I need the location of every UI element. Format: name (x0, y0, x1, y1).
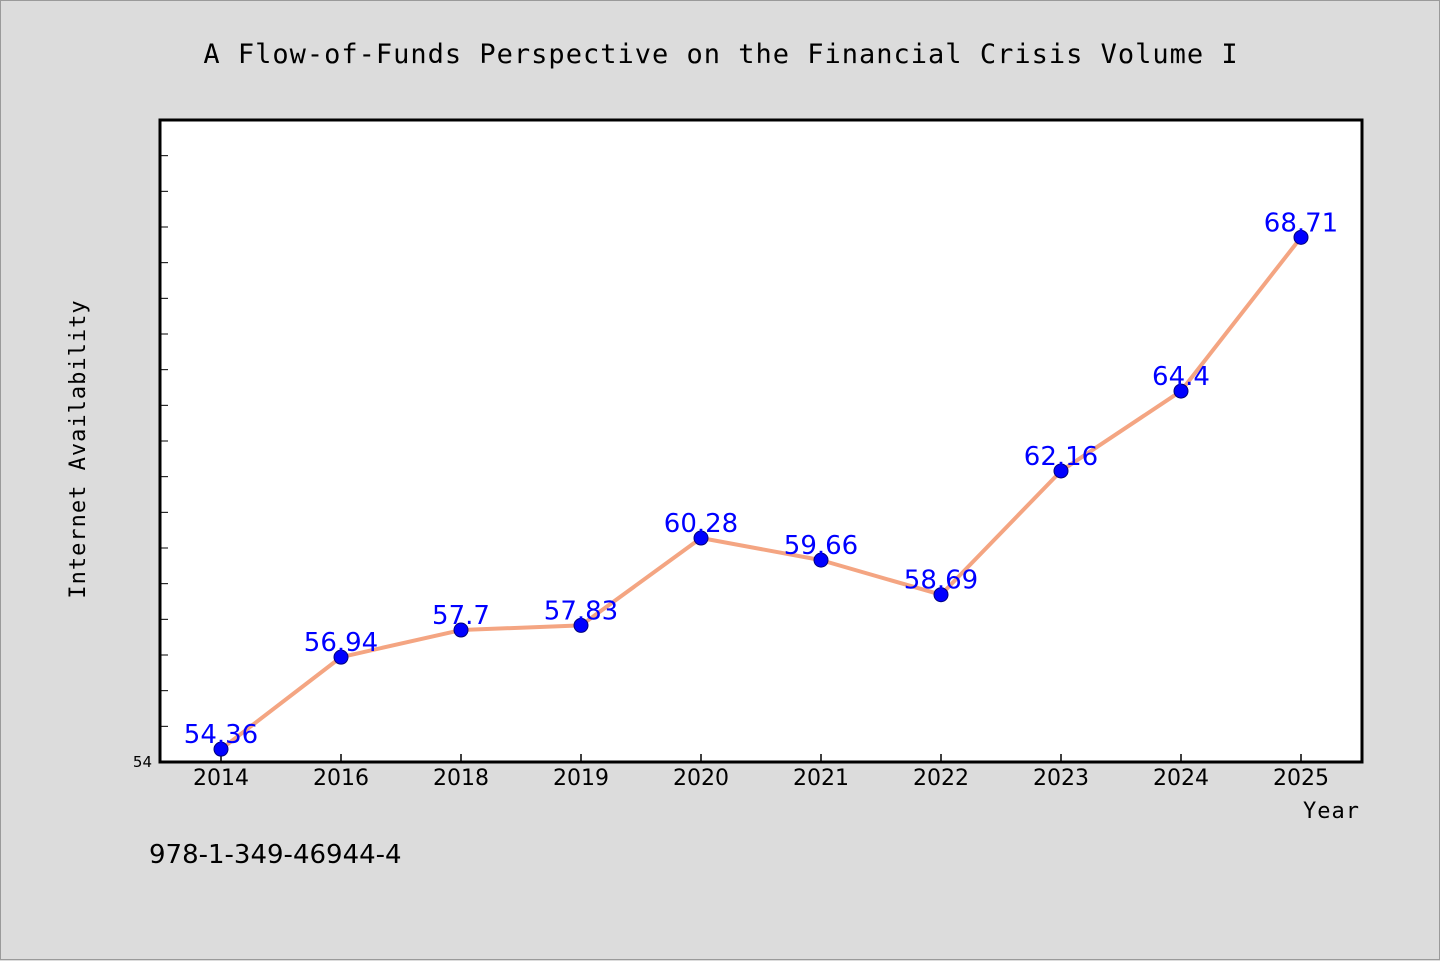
data-label: 68.71 (1264, 208, 1338, 238)
x-tick-label: 2022 (913, 766, 969, 791)
plot-area (158, 118, 1364, 764)
x-tick-label: 2024 (1153, 766, 1209, 791)
data-point (333, 649, 349, 665)
x-axis-tick-labels: 2014 2016 2018 2019 2020 2021 2022 2023 2024 2025 (193, 766, 1329, 791)
data-point (813, 552, 829, 568)
data-label: 64.4 (1152, 362, 1210, 392)
data-labels: 54.36 56.94 57.7 57.83 60.28 59.66 58.69 62.16 6… (184, 208, 1338, 750)
data-point (1293, 229, 1309, 245)
x-tick-label: 2021 (793, 766, 849, 791)
data-label: 56.94 (304, 628, 378, 658)
data-markers (213, 229, 1309, 757)
isbn-text: 978-1-349-46944-4 (149, 840, 402, 870)
x-tick-label: 2019 (553, 766, 609, 791)
data-point (573, 617, 589, 633)
x-tick-label: 2025 (1273, 766, 1329, 791)
x-tick-label: 2018 (433, 766, 489, 791)
data-label: 57.83 (544, 596, 618, 626)
data-point (213, 741, 229, 757)
data-point (1173, 383, 1189, 399)
y-axis-ticks (160, 155, 168, 727)
x-tick-label: 2020 (673, 766, 729, 791)
data-point (1053, 463, 1069, 479)
y-tick-label: 54 (133, 753, 152, 771)
x-tick-label: 2023 (1033, 766, 1089, 791)
data-label: 59.66 (784, 531, 858, 561)
data-point (933, 587, 949, 603)
x-tick-label: 2016 (313, 766, 369, 791)
x-axis-ticks (220, 754, 1302, 762)
y-axis-tick-labels: 54 (133, 753, 152, 771)
data-label: 57.7 (432, 601, 490, 631)
data-label: 60.28 (664, 509, 738, 539)
data-point (453, 622, 469, 638)
y-axis-label: Internet Availability (66, 299, 91, 598)
x-axis-label: Year (1303, 799, 1360, 824)
x-tick-label: 2014 (193, 766, 249, 791)
chart-title: A Flow-of-Funds Perspective on the Finan… (203, 39, 1238, 70)
data-label: 58.69 (904, 566, 978, 596)
data-label: 54.36 (184, 720, 258, 750)
data-point (693, 530, 709, 546)
series-line (219, 236, 1303, 751)
data-label: 62.16 (1024, 442, 1098, 472)
